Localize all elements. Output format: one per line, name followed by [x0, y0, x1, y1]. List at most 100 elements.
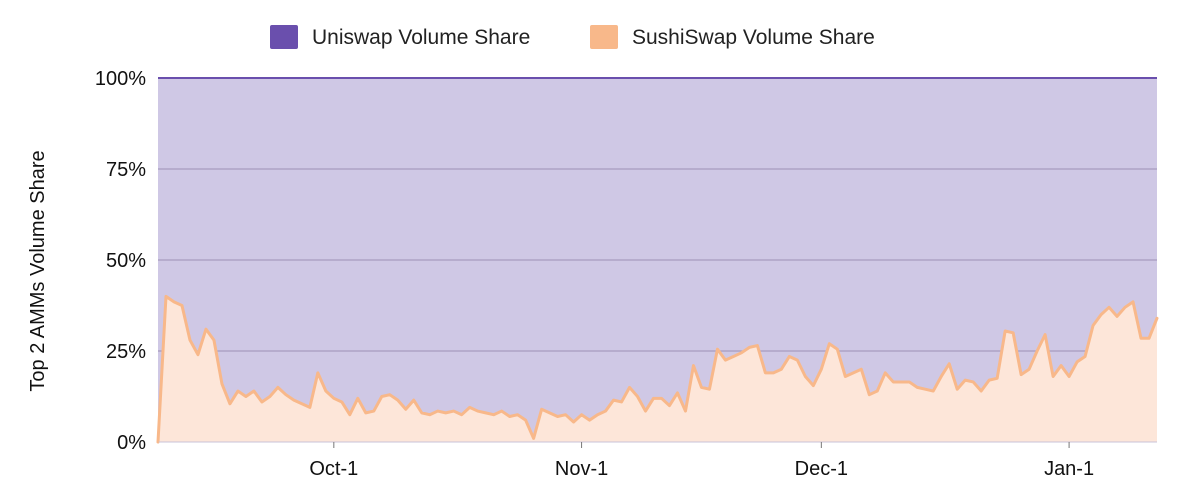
sushiswap-point — [285, 393, 287, 396]
sushiswap-point — [380, 395, 383, 398]
sushiswap-point — [956, 388, 958, 391]
sushiswap-point — [1116, 315, 1118, 318]
sushiswap-point — [556, 415, 559, 418]
y-tick-label: 50% — [106, 250, 146, 272]
sushiswap-point — [828, 342, 831, 345]
sushiswap-point — [372, 410, 375, 412]
sushiswap-point — [748, 346, 751, 349]
sushiswap-point — [301, 402, 303, 405]
legend-label-uniswap: Uniswap Volume Share — [312, 26, 530, 49]
sushiswap-point — [1036, 350, 1038, 352]
sushiswap-point — [932, 390, 935, 392]
sushiswap-point — [237, 390, 239, 392]
sushiswap-point — [708, 388, 711, 391]
sushiswap-point — [1028, 368, 1030, 371]
sushiswap-point — [604, 410, 607, 412]
sushiswap-point — [1156, 317, 1158, 320]
sushiswap-point — [1044, 333, 1046, 336]
legend-label-sushiswap: SushiSwap Volume Share — [632, 26, 875, 49]
sushiswap-point — [261, 401, 263, 403]
sushiswap-point — [524, 419, 527, 421]
sushiswap-point — [820, 368, 823, 371]
sushiswap-point — [940, 375, 943, 378]
sushiswap-point — [724, 359, 727, 361]
sushiswap-point — [676, 392, 679, 394]
sushiswap-line — [156, 294, 1159, 444]
sushiswap-point — [812, 384, 815, 387]
sushiswap-point — [221, 382, 223, 385]
sushiswap-point — [628, 386, 631, 389]
sushiswap-point — [580, 413, 583, 416]
x-tick-label: Oct-1 — [309, 458, 358, 480]
sushiswap-point — [492, 413, 495, 416]
sushiswap-point — [269, 395, 271, 398]
sushiswap-point — [1020, 373, 1022, 376]
sushiswap-point — [788, 355, 791, 358]
y-axis-title: Top 2 AMMs Volume Share — [27, 150, 49, 391]
sushiswap-point — [764, 372, 767, 374]
sushiswap-point — [740, 352, 743, 354]
sushiswap-point — [1148, 337, 1150, 340]
sushiswap-point — [660, 397, 663, 400]
sushiswap-point — [277, 386, 279, 389]
legend: Uniswap Volume Share SushiSwap Volume Sh… — [270, 25, 875, 49]
sushiswap-point — [900, 381, 903, 383]
x-tick-label: Dec-1 — [795, 458, 848, 480]
sushiswap-point — [229, 402, 231, 405]
sushiswap-point — [884, 372, 887, 374]
sushiswap-point — [1132, 301, 1134, 303]
sushiswap-point — [1068, 375, 1070, 378]
sushiswap-point — [1004, 330, 1006, 332]
sushiswap-point — [916, 386, 919, 389]
sushiswap-point — [388, 393, 391, 396]
sushiswap-point — [165, 295, 167, 298]
sushiswap-point — [341, 401, 343, 403]
sushiswap-point — [652, 397, 655, 400]
sushiswap-point — [1084, 355, 1086, 358]
sushiswap-point — [1076, 361, 1078, 363]
sushiswap-point — [317, 372, 319, 374]
sushiswap-point — [1100, 313, 1102, 316]
sushiswap-point — [924, 388, 927, 391]
sushiswap-point — [428, 413, 431, 416]
sushiswap-point — [357, 397, 359, 400]
sushiswap-point — [684, 410, 687, 412]
legend-swatch-uniswap — [270, 25, 298, 49]
sushiswap-point — [668, 404, 671, 407]
sushiswap-point — [1092, 324, 1094, 327]
sushiswap-point — [772, 372, 775, 374]
sushiswap-point — [980, 390, 982, 392]
sushiswap-point — [596, 413, 599, 416]
sushiswap-point — [309, 406, 311, 409]
sushiswap-point — [532, 437, 535, 440]
sushiswap-point — [500, 410, 503, 412]
sushiswap-point — [460, 413, 463, 416]
sushiswap-point — [452, 410, 455, 412]
sushiswap-points — [157, 295, 1158, 443]
sushiswap-point — [876, 390, 879, 392]
sushiswap-point — [325, 390, 327, 392]
sushiswap-point — [396, 399, 399, 401]
sushiswap-point — [333, 397, 335, 400]
x-tick-label: Jan-1 — [1044, 458, 1094, 480]
sushiswap-point — [189, 339, 191, 341]
sushiswap-point — [420, 412, 423, 414]
sushiswap-point — [508, 415, 511, 418]
sushiswap-point — [860, 368, 863, 371]
x-axis-ticks: Oct-1 Nov-1 Dec-1 Jan-1 — [309, 442, 1094, 480]
sushiswap-point — [213, 339, 215, 341]
sushiswap-point — [1012, 332, 1014, 334]
sushiswap-point — [988, 379, 990, 381]
sushiswap-point — [636, 395, 639, 398]
sushiswap-point — [844, 375, 847, 378]
sushiswap-point — [868, 393, 871, 396]
sushiswap-point — [253, 390, 255, 392]
sushiswap-point — [780, 368, 783, 371]
sushiswap-point — [364, 412, 367, 414]
sushiswap-point — [484, 412, 487, 414]
sushiswap-point — [948, 362, 951, 365]
sushiswap-point — [644, 410, 647, 412]
sushiswap-point — [173, 301, 175, 303]
sushiswap-point — [181, 304, 183, 307]
plot-area — [156, 77, 1159, 444]
